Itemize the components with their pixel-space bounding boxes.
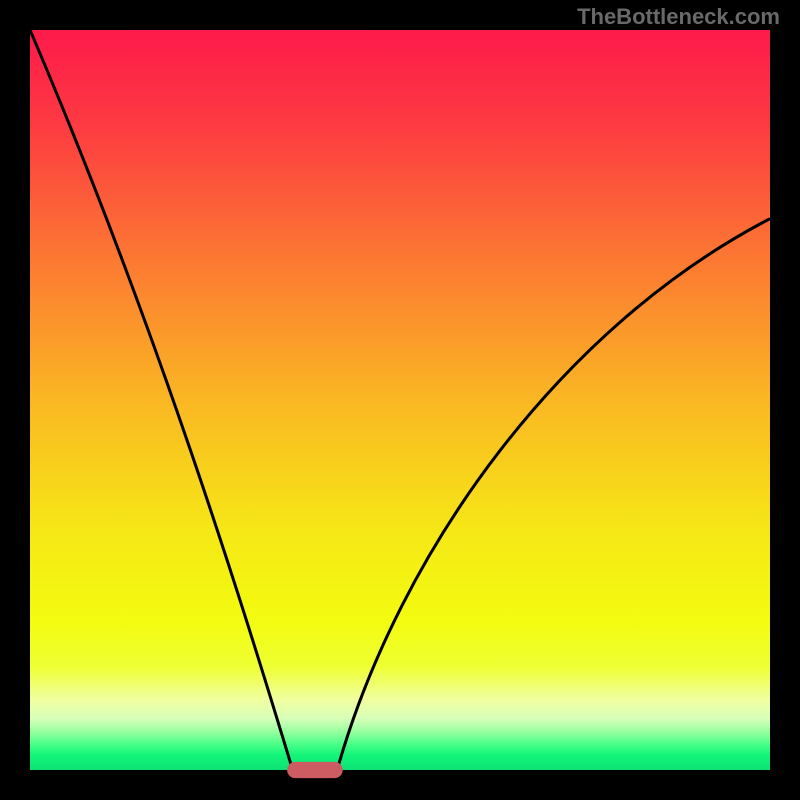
optimum-marker <box>287 762 343 778</box>
bottleneck-chart <box>0 0 800 800</box>
watermark-text: TheBottleneck.com <box>577 4 780 30</box>
chart-container: TheBottleneck.com <box>0 0 800 800</box>
plot-background <box>30 30 770 770</box>
